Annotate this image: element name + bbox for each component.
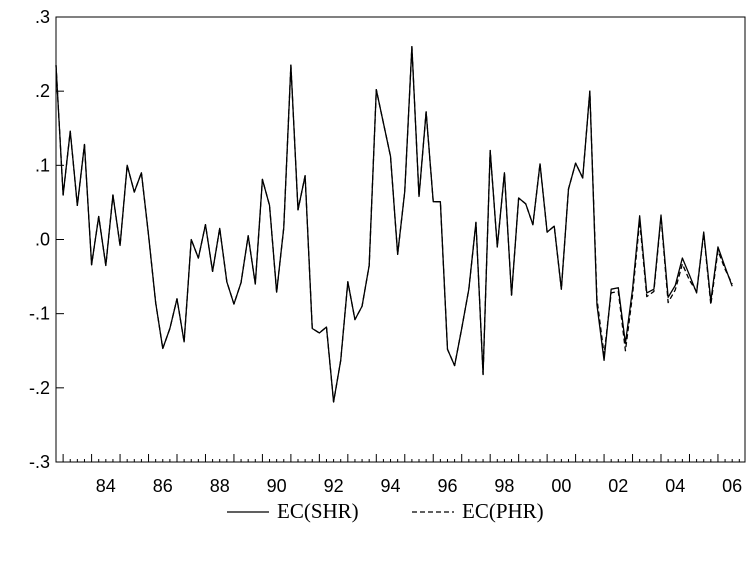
x-tick-label: 04 (665, 476, 685, 496)
x-tick-label: 92 (324, 476, 344, 496)
y-tick-label: .0 (35, 230, 50, 250)
x-tick-label: 88 (210, 476, 230, 496)
y-tick-label: .1 (35, 155, 50, 175)
y-tick-label: .2 (35, 81, 50, 101)
legend-label-2: EC(PHR) (462, 499, 544, 523)
x-tick-label: 84 (96, 476, 116, 496)
x-tick-label: 96 (437, 476, 457, 496)
y-tick-label: .3 (35, 7, 50, 27)
x-tick-label: 90 (267, 476, 287, 496)
y-tick-label: -.1 (29, 304, 50, 324)
legend-label-1: EC(SHR) (277, 499, 359, 523)
legend: EC(SHR) EC(PHR) (227, 499, 544, 523)
axes: .3 .2 .1 .0 -.1 -.2 -.3 84 86 88 90 92 94 96 98 00 02 04 0… (29, 7, 746, 496)
x-tick-label: 00 (551, 476, 571, 496)
plot-area (55, 46, 733, 403)
series-line-ec-phr (55, 46, 733, 403)
x-tick-label: 06 (722, 476, 742, 496)
y-tick-label: -.2 (29, 378, 50, 398)
x-tick-label: 86 (153, 476, 173, 496)
x-tick-label: 02 (608, 476, 628, 496)
x-tick-label: 98 (494, 476, 514, 496)
x-tick-label: 94 (381, 476, 401, 496)
y-tick-label: -.3 (29, 452, 50, 472)
